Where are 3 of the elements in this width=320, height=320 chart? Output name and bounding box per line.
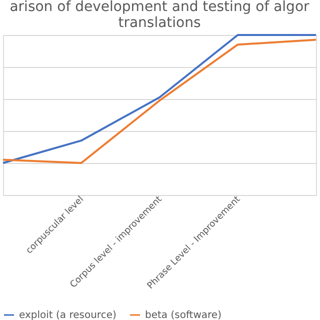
legend-label: beta (software) [145,310,222,320]
chart-title: arison of development and testing of algor translations [10,0,310,31]
legend-label: exploit (a resource) [19,310,116,320]
